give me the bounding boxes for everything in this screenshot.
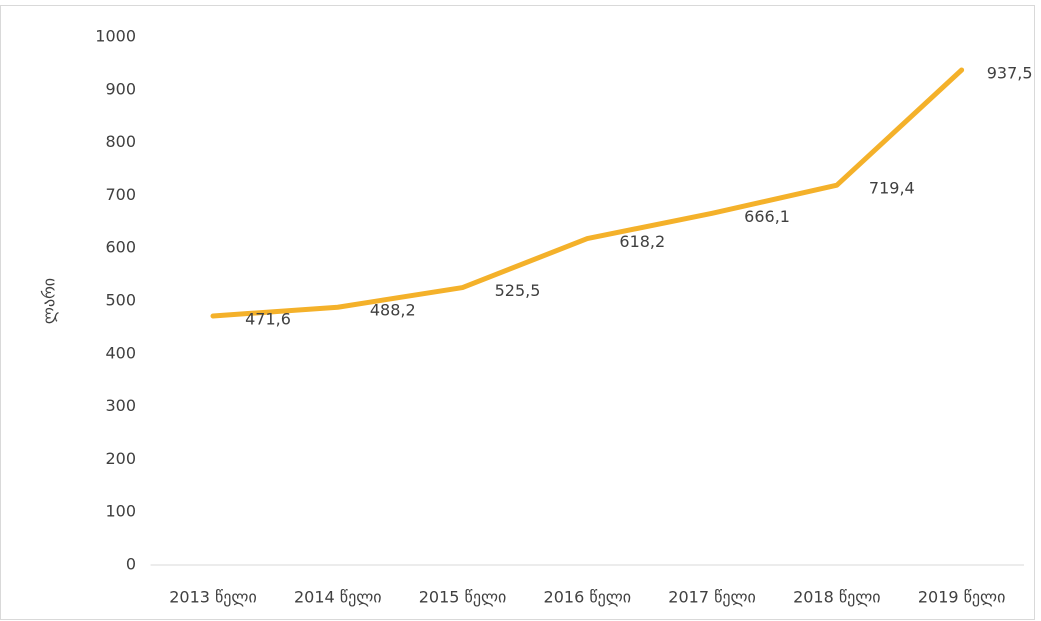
data-label: 719,4	[869, 179, 915, 198]
data-label: 666,1	[744, 207, 790, 226]
y-tick-label: 400	[105, 343, 136, 362]
y-axis-label: ლარი	[40, 278, 59, 324]
y-tick-label: 800	[105, 132, 136, 151]
x-tick-label: 2015 წელი	[419, 588, 507, 607]
y-tick-label: 500	[105, 291, 136, 310]
data-label: 618,2	[619, 232, 665, 251]
y-tick-label: 600	[105, 238, 136, 257]
x-tick-label: 2016 წელი	[544, 588, 632, 607]
y-tick-label: 900	[105, 79, 136, 98]
data-label: 488,2	[370, 301, 416, 320]
x-tick-label: 2014 წელი	[294, 588, 382, 607]
data-label: 525,5	[495, 281, 541, 300]
x-tick-label: 2013 წელი	[169, 588, 257, 607]
y-tick-label: 700	[105, 185, 136, 204]
data-label: 937,5	[987, 64, 1033, 83]
line	[210, 67, 965, 319]
x-tick-label: 2018 წელი	[793, 588, 881, 607]
data-label: 471,6	[245, 309, 291, 328]
y-tick-label: 200	[105, 449, 136, 468]
y-tick-label: 0	[126, 555, 136, 574]
y-tick-label: 300	[105, 396, 136, 415]
x-tick-label: 2017 წელი	[668, 588, 756, 607]
chart-frame	[0, 5, 1035, 620]
y-tick-label: 1000	[95, 27, 136, 46]
x-tick-label: 2019 წელი	[918, 588, 1006, 607]
y-tick-label: 100	[105, 502, 136, 521]
